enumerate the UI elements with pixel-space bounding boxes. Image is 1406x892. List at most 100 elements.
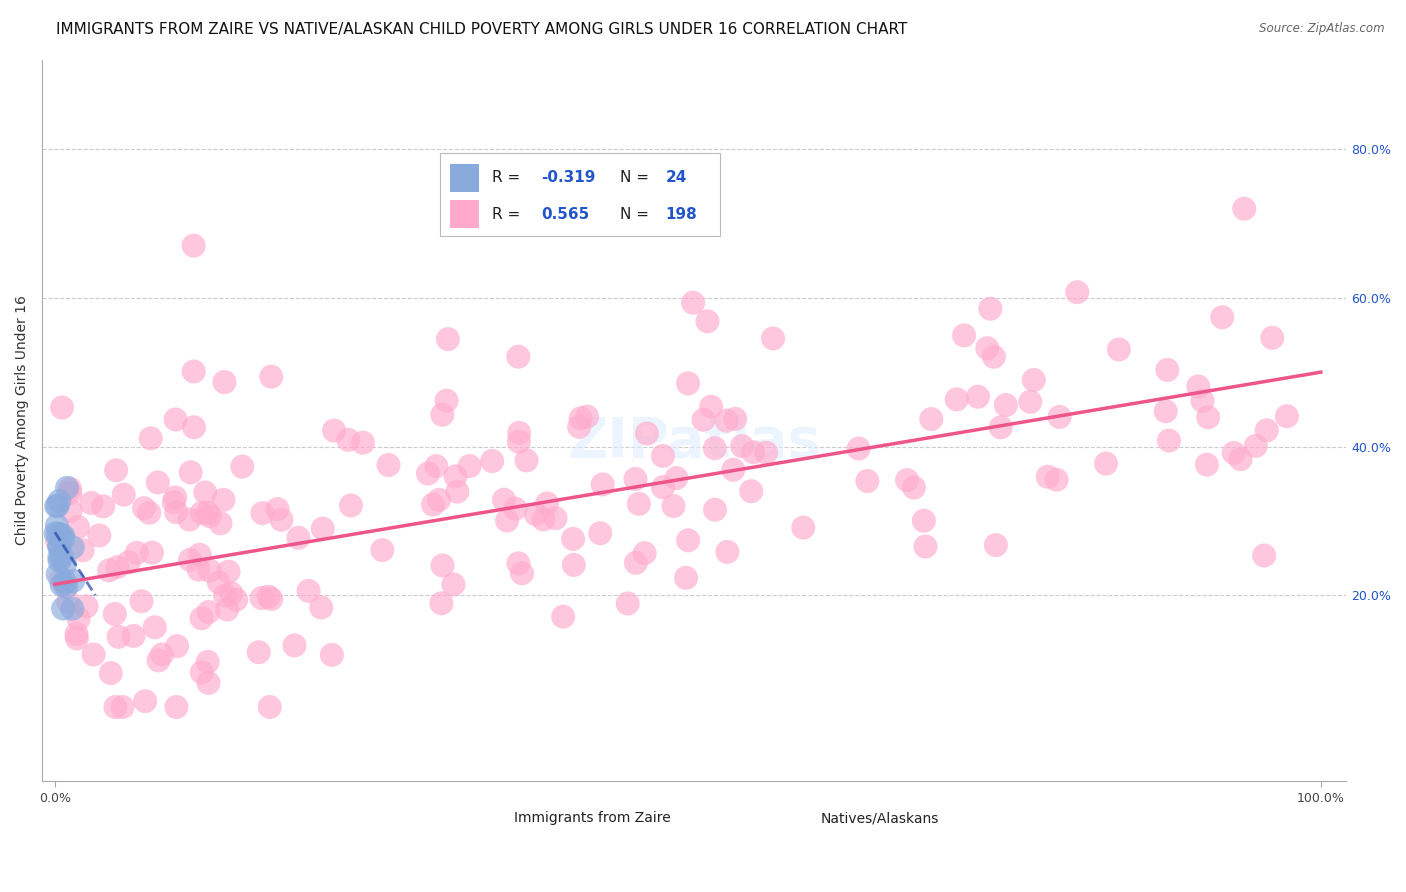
Point [1195,458,1218,472]
Point [59,486,82,500]
Point [225,592,247,607]
Point [692,413,714,427]
Point [48,494,70,508]
Point [250,591,273,605]
Point [259,700,281,714]
Point [252,506,274,520]
Point [125,546,148,560]
Point [422,498,444,512]
Point [150,648,173,662]
Point [131,594,153,608]
Point [652,480,675,494]
Point [1045,473,1067,487]
Point [180,466,202,480]
Point [665,471,688,485]
Point [762,331,785,345]
Point [627,497,650,511]
Point [59,504,82,518]
Point [45,518,67,533]
Point [1019,394,1042,409]
Bar [450,164,479,192]
Point [66,632,89,646]
Point [104,607,127,621]
Point [848,442,870,456]
Text: 0.565: 0.565 [541,207,591,221]
Point [190,506,212,520]
Point [340,499,363,513]
Point [165,505,187,519]
Text: ZIPatlas: ZIPatlas [568,415,821,469]
Point [198,564,221,578]
Point [56,481,79,495]
Point [716,414,738,428]
Point [104,700,127,714]
Point [67,612,90,626]
Point [496,514,519,528]
Point [1223,446,1246,460]
Text: IMMIGRANTS FROM ZAIRE VS NATIVE/ALASKAN CHILD POVERTY AMONG GIRLS UNDER 16 CORRE: IMMIGRANTS FROM ZAIRE VS NATIVE/ALASKAN … [56,22,908,37]
Point [589,526,612,541]
Point [83,648,105,662]
Point [1253,549,1275,563]
Point [179,553,201,567]
Point [165,700,187,714]
Point [214,375,236,389]
Point [1022,373,1045,387]
Point [89,528,111,542]
Point [247,645,270,659]
Point [163,495,186,509]
Point [166,639,188,653]
Point [920,412,942,426]
Point [515,453,537,467]
Point [755,446,778,460]
Point [432,558,454,573]
Text: Natives/Alaskans: Natives/Alaskans [821,811,939,825]
Point [508,434,530,449]
Point [49,573,72,587]
Point [856,474,879,488]
Point [52,601,75,615]
Point [1275,409,1298,424]
Point [46,499,69,513]
Point [1049,409,1071,424]
Point [896,473,918,487]
Point [458,458,481,473]
Point [634,546,657,560]
Point [503,501,526,516]
Point [80,496,103,510]
Bar [440,153,720,236]
Point [221,586,243,600]
Point [270,513,292,527]
Point [100,666,122,681]
Text: Immigrants from Zaire: Immigrants from Zaire [515,811,671,825]
Point [444,469,467,483]
Point [533,512,555,526]
Point [676,533,699,548]
Point [1154,404,1177,418]
Point [682,295,704,310]
Point [297,583,319,598]
Point [568,420,591,434]
Point [132,501,155,516]
Point [436,393,458,408]
Point [218,565,240,579]
Point [576,409,599,424]
Point [481,454,503,468]
Point [508,350,530,364]
Point [53,558,76,572]
Point [188,548,211,562]
Text: Source: ZipAtlas.com: Source: ZipAtlas.com [1260,22,1385,36]
Point [624,556,647,570]
Point [446,484,468,499]
Point [44,526,66,541]
Point [122,629,145,643]
Point [53,575,76,590]
Point [46,567,69,582]
Text: R =: R = [492,207,526,221]
Point [652,449,675,463]
Point [1233,202,1256,216]
Point [91,500,114,514]
Point [198,509,221,524]
Point [976,341,998,355]
Point [197,605,219,619]
